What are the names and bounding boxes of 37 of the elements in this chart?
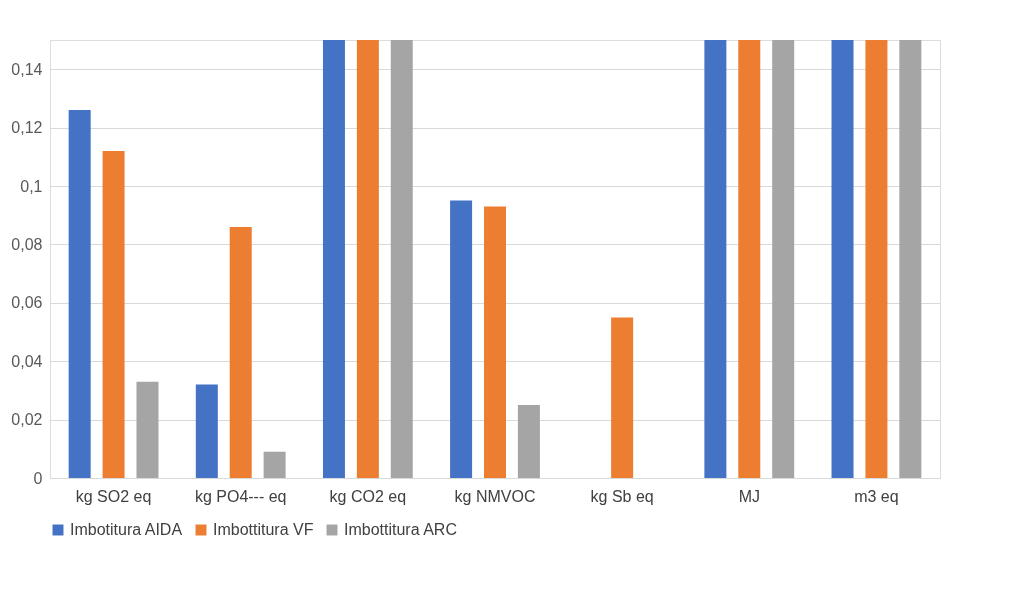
bar xyxy=(450,200,473,478)
x-tick-label: kg PO4--- eq xyxy=(194,487,287,505)
bar xyxy=(831,40,854,478)
y-tick-label: 0,1 xyxy=(20,177,43,195)
bar xyxy=(772,40,795,478)
y-tick-label: 0,04 xyxy=(11,352,43,370)
bar xyxy=(322,40,345,478)
bar xyxy=(229,226,252,478)
x-tick-label: kg NMVOC xyxy=(454,487,536,505)
x-tick-label: kg Sb eq xyxy=(590,487,654,505)
y-tick-label: 0,14 xyxy=(11,60,43,78)
x-tick-label: MJ xyxy=(738,487,760,505)
bar xyxy=(704,40,727,478)
y-tick-label: 0,02 xyxy=(11,411,43,429)
bar xyxy=(899,40,922,478)
bar xyxy=(136,381,159,478)
x-tick-label: m3 eq xyxy=(854,487,899,505)
legend-label: Imbotitura AIDA xyxy=(70,521,183,538)
bar xyxy=(356,40,379,478)
bar xyxy=(102,150,125,478)
bar xyxy=(390,40,413,478)
bar xyxy=(611,317,634,478)
bar xyxy=(517,405,540,478)
y-tick-label: 0,08 xyxy=(11,235,43,253)
x-tick-label: kg SO2 eq xyxy=(75,487,152,505)
bar xyxy=(484,206,506,478)
bar xyxy=(68,110,91,478)
y-tick-label: 0,12 xyxy=(11,119,43,137)
legend-label: Imbottitura VF xyxy=(213,521,314,538)
bar xyxy=(865,40,888,478)
bar xyxy=(195,384,218,478)
legend-label: Imbottitura ARC xyxy=(344,521,457,538)
bar xyxy=(263,451,286,478)
y-tick-label: 0 xyxy=(33,469,43,487)
x-tick-label: kg CO2 eq xyxy=(329,487,407,505)
y-tick-label: 0,06 xyxy=(11,294,43,312)
bar xyxy=(738,40,761,478)
